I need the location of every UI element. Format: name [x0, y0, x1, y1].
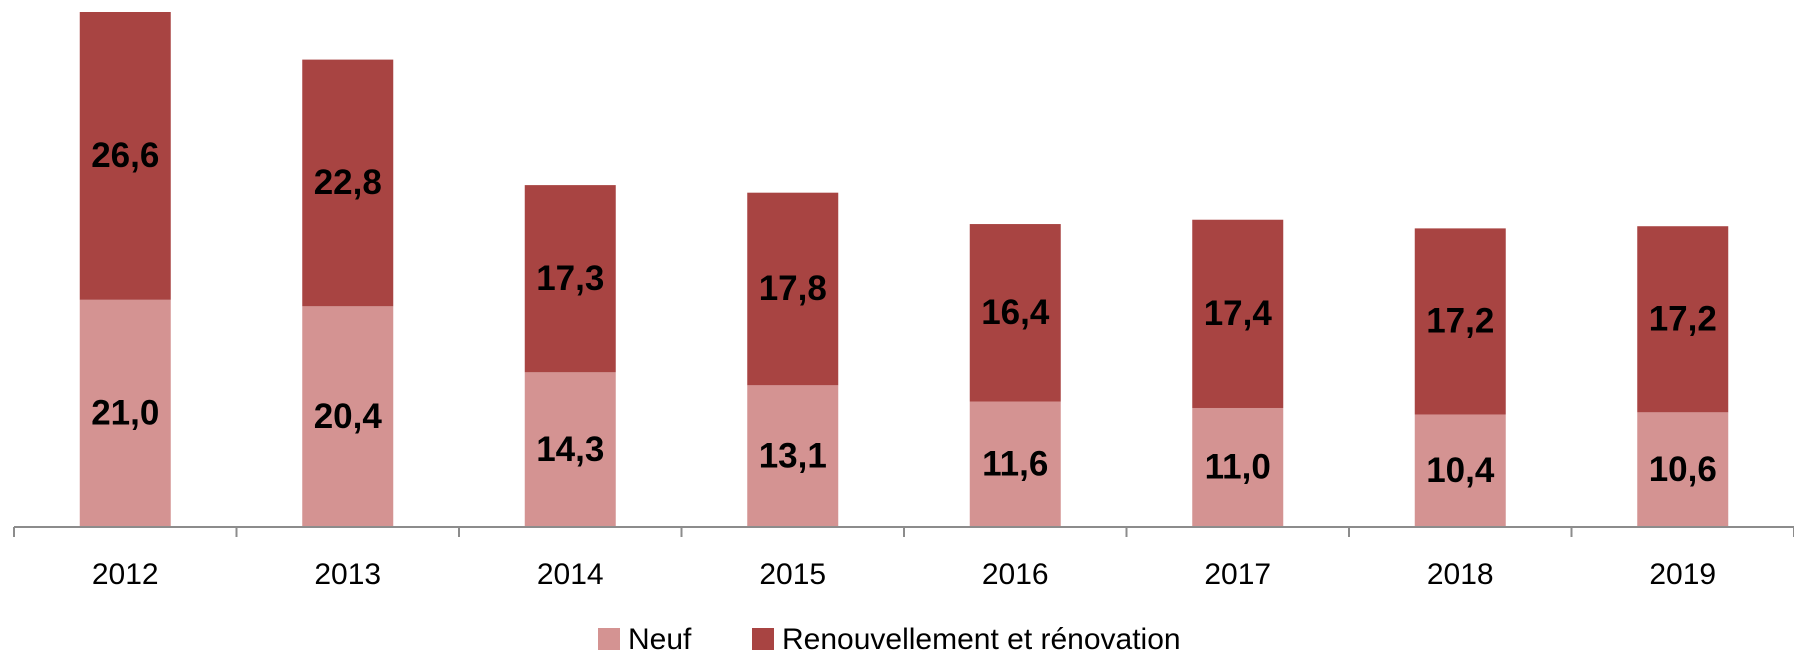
bar-segment [524, 372, 616, 527]
bar-segment [969, 224, 1061, 402]
data-label: 20,4 [314, 397, 383, 436]
x-tick-label: 2013 [314, 558, 381, 591]
data-label: 17,2 [1426, 302, 1494, 341]
bar-segment [969, 401, 1061, 527]
bar-segment [302, 59, 394, 307]
bar-segment [747, 192, 839, 386]
legend-swatch [598, 628, 620, 650]
bar-segment [1192, 407, 1284, 527]
bar-segment [747, 385, 839, 527]
bar-segment [1637, 226, 1729, 413]
bar-segment [1414, 228, 1506, 415]
data-label: 13,1 [759, 436, 827, 475]
data-label: 17,2 [1649, 300, 1717, 339]
data-label: 17,8 [759, 269, 827, 308]
data-label: 14,3 [536, 430, 604, 469]
x-tick-label: 2015 [759, 558, 826, 591]
bar-segment [1637, 412, 1729, 527]
legend-swatch [752, 628, 774, 650]
x-tick-label: 2012 [92, 558, 159, 591]
bar-segment [79, 12, 171, 300]
data-label: 22,8 [314, 163, 382, 202]
x-tick-label: 2016 [982, 558, 1049, 591]
data-label: 11,6 [982, 444, 1048, 483]
x-tick-label: 2017 [1204, 558, 1271, 591]
data-label: 10,6 [1649, 450, 1717, 489]
data-label: 21,0 [91, 394, 159, 433]
bar-segment [302, 306, 394, 527]
legend-label: Neuf [628, 623, 692, 656]
bar-segment [79, 299, 171, 527]
data-label: 10,4 [1426, 451, 1495, 490]
bar-segment [1414, 414, 1506, 527]
data-label: 17,4 [1204, 294, 1273, 333]
x-tick-label: 2014 [537, 558, 604, 591]
x-tick-label: 2018 [1427, 558, 1494, 591]
data-label: 17,3 [536, 259, 604, 298]
bar-segment [1192, 219, 1284, 408]
bar-segment [524, 185, 616, 373]
data-label: 16,4 [981, 293, 1050, 332]
x-tick-label: 2019 [1649, 558, 1716, 591]
data-label: 11,0 [1205, 448, 1271, 487]
data-label: 26,6 [91, 136, 159, 175]
legend-label: Renouvellement et rénovation [782, 623, 1181, 656]
